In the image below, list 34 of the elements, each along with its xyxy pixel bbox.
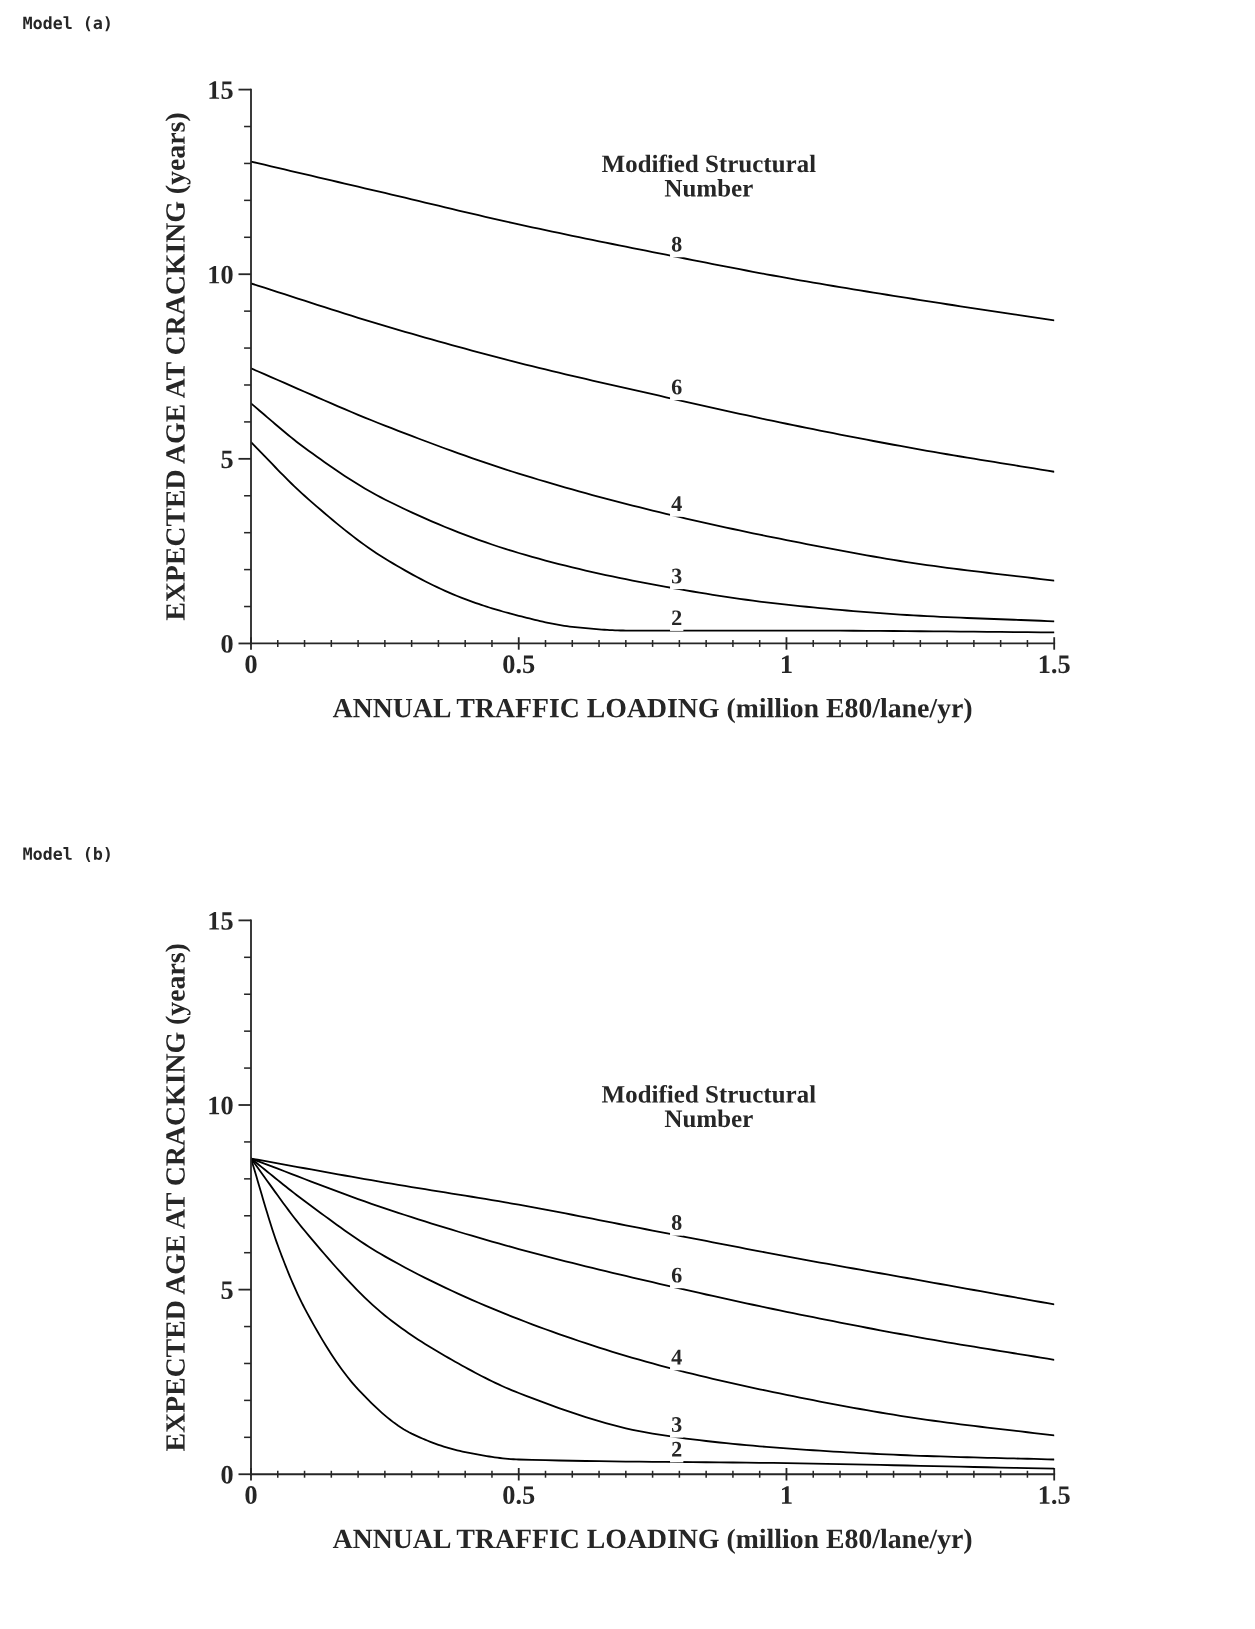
y-tick-label: 15: [209, 81, 233, 100]
series-label: 8: [671, 1215, 682, 1231]
series-label: 6: [671, 379, 682, 395]
y-tick-label: 10: [209, 1096, 233, 1115]
annotation: Modified Structural Number: [601, 1084, 816, 1128]
x-tick-label: 0.5: [503, 655, 535, 674]
series-label: 3: [671, 568, 682, 584]
x-tick-label: 0: [245, 655, 257, 674]
series-label: 2: [672, 610, 682, 626]
series-label: 8: [671, 236, 682, 252]
y-axis-title: EXPECTED AGE AT CRACKING (years): [165, 113, 191, 621]
x-axis-title: ANNUAL TRAFFIC LOADING (million E80/lane/yr): [332, 697, 972, 724]
x-tick-label: 1.5: [1039, 1486, 1070, 1505]
y-tick-label: 5: [221, 450, 233, 469]
x-axis-title: ANNUAL TRAFFIC LOADING (million E80/lane/yr): [332, 1528, 972, 1554]
x-tick-label: 0: [245, 1486, 257, 1504]
y-tick-label: 0: [221, 635, 233, 653]
y-tick-label: 15: [209, 912, 233, 930]
x-tick-label: 1.5: [1039, 655, 1070, 674]
x-tick-label: 1: [781, 655, 792, 673]
x-tick-label: 1: [781, 1486, 792, 1504]
y-tick-label: 10: [209, 265, 233, 284]
series-label: 4: [671, 1349, 682, 1365]
y-axis-title: EXPECTED AGE AT CRACKING (years): [165, 944, 191, 1451]
text: Model (b): [23, 847, 110, 862]
series-label: 6: [671, 1267, 682, 1283]
x-tick-label: 0.5: [503, 1486, 535, 1505]
series-label: 3: [671, 1417, 682, 1433]
series-label: 4: [671, 496, 682, 511]
annotation: Modified Structural Number: [601, 154, 816, 197]
text: Model (a): [23, 16, 110, 32]
y-tick-label: 0: [221, 1465, 233, 1484]
series-label: 2: [672, 1441, 682, 1457]
y-tick-label: 5: [221, 1281, 233, 1300]
